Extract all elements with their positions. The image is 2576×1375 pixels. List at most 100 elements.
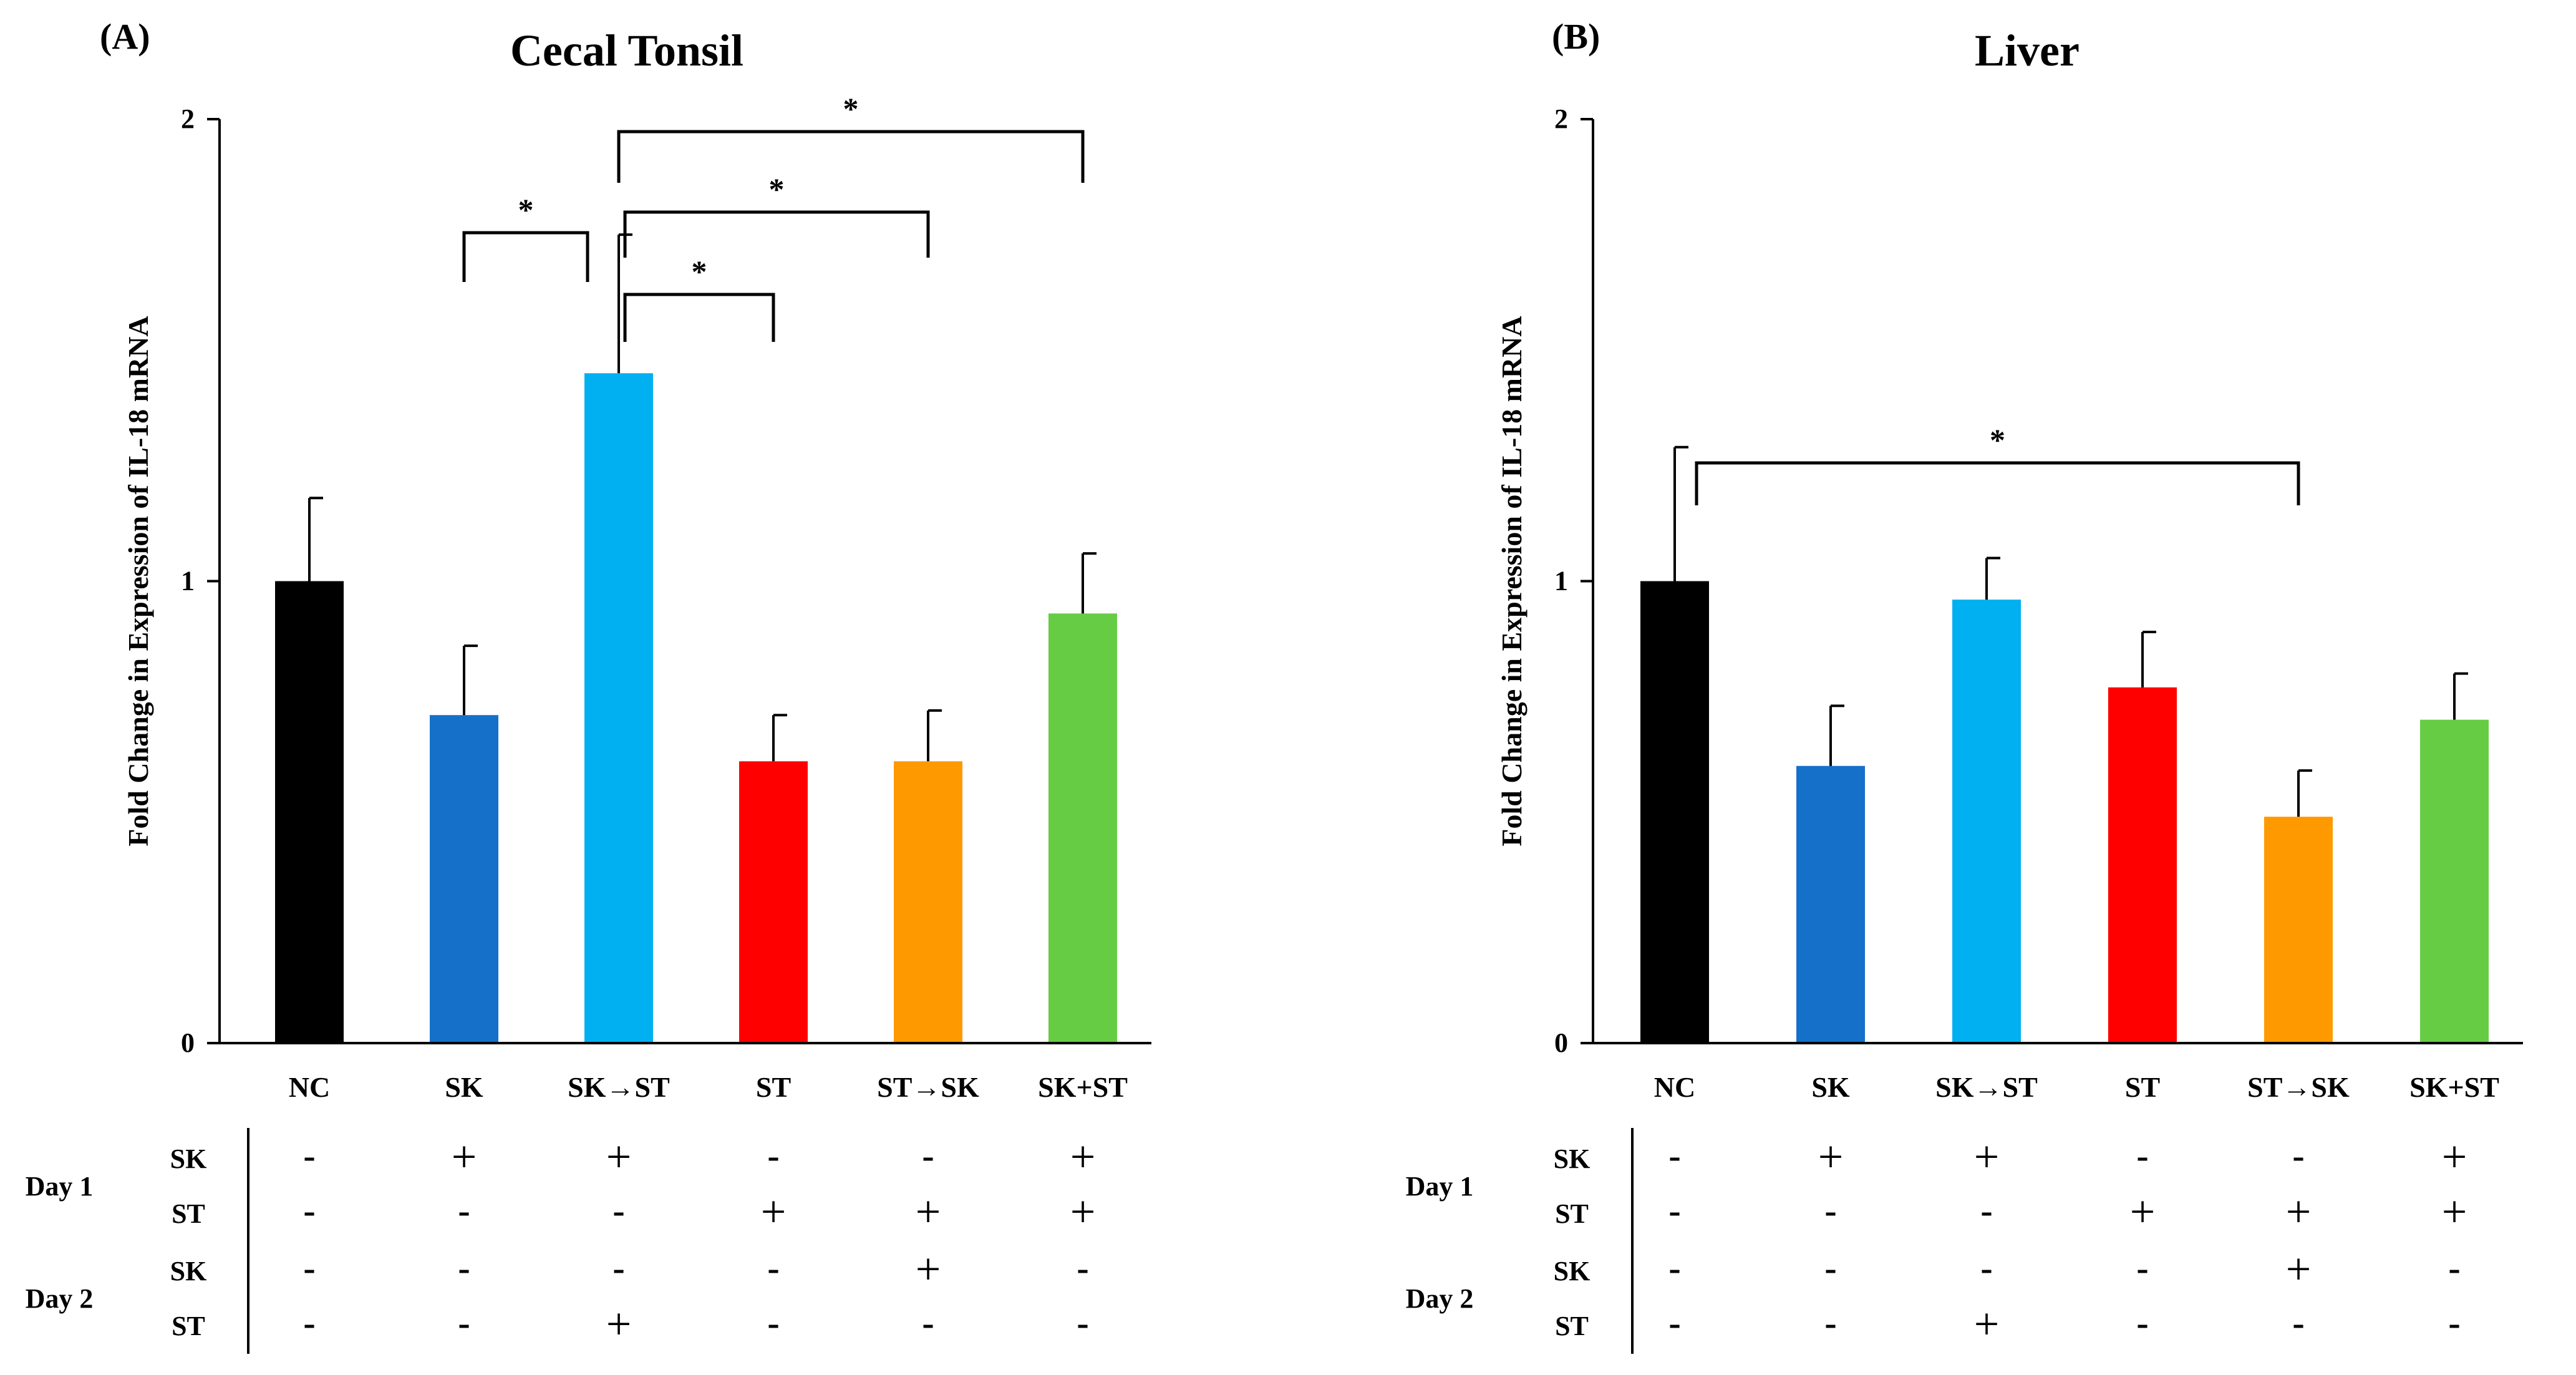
treatment-cell: - — [1980, 1190, 1992, 1231]
treatment-cell: - — [1824, 1248, 1836, 1288]
row-label-sk: SK — [170, 1144, 207, 1174]
significance-star: * — [518, 192, 534, 227]
treatment-cell: + — [1974, 1299, 2000, 1349]
treatment-cell: + — [916, 1244, 941, 1294]
row-label-sk: SK — [1554, 1256, 1591, 1286]
y-tick-label-2: 2 — [181, 104, 195, 134]
treatment-cell: - — [1668, 1135, 1680, 1176]
y-tick-label-0: 0 — [181, 1028, 195, 1058]
treatment-cell: - — [2136, 1303, 2148, 1343]
treatment-cell: + — [761, 1187, 787, 1237]
row-label-sk: SK — [1554, 1144, 1591, 1174]
x-tick-label-sk-to-st: SK→ST — [1935, 1071, 2038, 1103]
treatment-cell: - — [458, 1303, 470, 1343]
treatment-cell: - — [922, 1135, 934, 1176]
day-label-day-1: Day 1 — [1406, 1171, 1474, 1202]
x-tick-label-st: ST — [756, 1071, 791, 1103]
y-tick-label-1: 1 — [1554, 566, 1568, 596]
y-tick-label-1: 1 — [181, 566, 195, 596]
bar-sk — [1796, 765, 1865, 1043]
bar-st-to-sk — [2264, 817, 2333, 1043]
bar-nc — [275, 581, 344, 1043]
bar-sk-plus-st — [1048, 613, 1117, 1043]
day-label-day-2: Day 2 — [26, 1283, 94, 1314]
bar-sk — [430, 715, 498, 1043]
bars — [275, 233, 1117, 1043]
y-tick-label-2: 2 — [1554, 104, 1568, 134]
treatment-cell: + — [606, 1299, 632, 1349]
bar-sk-to-st — [584, 373, 653, 1043]
treatment-cell: - — [1668, 1303, 1680, 1343]
treatment-cell: + — [2286, 1244, 2312, 1294]
x-tick-label-sk-to-st: SK→ST — [568, 1071, 670, 1103]
x-tick-label-st: ST — [2125, 1071, 2160, 1103]
treatment-cell: - — [2292, 1303, 2304, 1343]
treatment-cell: - — [303, 1190, 315, 1231]
significance-bracket — [623, 210, 930, 258]
chart-title: Cecal Tonsil — [510, 26, 743, 75]
significance-star: * — [843, 91, 859, 126]
row-label-st: ST — [1555, 1198, 1589, 1229]
y-axis-label: Fold Change in Expression of IL-18 mRNA — [1496, 316, 1528, 846]
bar-sk-to-st — [1952, 600, 2021, 1043]
x-tick-label-sk-plus-st: SK+ST — [1038, 1071, 1128, 1103]
treatment-cell: + — [916, 1187, 941, 1237]
row-label-st: ST — [1555, 1311, 1589, 1341]
treatment-cell: + — [1818, 1132, 1844, 1182]
treatment-cell: + — [1070, 1132, 1096, 1182]
treatment-cell: + — [2442, 1187, 2467, 1237]
significance-bracket — [623, 293, 775, 342]
treatment-cell: - — [458, 1248, 470, 1288]
x-tick-label-nc: NC — [1654, 1071, 1695, 1103]
treatment-cell: + — [2286, 1187, 2312, 1237]
treatment-cell: - — [303, 1303, 315, 1343]
row-label-st: ST — [172, 1198, 205, 1229]
y-axis-label: Fold Change in Expression of IL-18 mRNA — [122, 316, 154, 846]
treatment-cell: - — [613, 1190, 624, 1231]
x-tick-label-st-to-sk: ST→SK — [2247, 1071, 2350, 1103]
significance-bracket — [1695, 461, 2300, 505]
bars — [1640, 445, 2489, 1043]
bar-st — [739, 761, 808, 1043]
treatment-cell: - — [458, 1190, 470, 1231]
treatment-cell: + — [2442, 1132, 2467, 1182]
treatment-cell: + — [1070, 1187, 1096, 1237]
panel-a: (A) Cecal Tonsil Fold Change in Expression… — [26, 16, 1151, 1354]
treatment-cell: - — [922, 1303, 934, 1343]
panel-b: (B) Liver Fold Change in Expression of IL-… — [1406, 16, 2523, 1354]
bar-nc — [1640, 581, 1709, 1043]
treatment-cell: + — [606, 1132, 632, 1182]
treatment-cell: - — [767, 1248, 779, 1288]
treatment-cell: - — [613, 1248, 624, 1288]
treatment-cell: - — [1824, 1190, 1836, 1231]
treatment-cell: - — [2136, 1135, 2148, 1176]
panel-label: (A) — [100, 16, 150, 57]
treatment-cell: - — [1668, 1248, 1680, 1288]
panel-label: (B) — [1552, 16, 1600, 57]
treatment-table: SK - + + - - +ST - - - + + +SK - - - - + -ST - - + - - -Day 1Day… — [1406, 1128, 2467, 1354]
treatment-cell: - — [303, 1135, 315, 1176]
treatment-cell: - — [1824, 1303, 1836, 1343]
bar-st — [2108, 687, 2177, 1043]
treatment-cell: - — [1668, 1190, 1680, 1231]
treatment-cell: - — [2136, 1248, 2148, 1288]
row-label-st: ST — [172, 1311, 205, 1341]
bar-st-to-sk — [894, 761, 962, 1043]
row-label-sk: SK — [170, 1256, 207, 1286]
treatment-cell: - — [2448, 1303, 2460, 1343]
significance-bracket — [617, 130, 1085, 183]
treatment-cell: + — [1974, 1132, 2000, 1182]
day-label-day-2: Day 2 — [1406, 1283, 1474, 1314]
significance-star: * — [692, 254, 707, 289]
significance-star: * — [1990, 422, 2005, 457]
treatment-cell: - — [767, 1303, 779, 1343]
x-tick-label-sk: SK — [1811, 1071, 1850, 1103]
x-tick-label-st-to-sk: ST→SK — [877, 1071, 979, 1103]
y-tick-label-0: 0 — [1554, 1028, 1568, 1058]
day-label-day-1: Day 1 — [26, 1171, 94, 1202]
treatment-cell: - — [1980, 1248, 1992, 1288]
treatment-cell: - — [2292, 1135, 2304, 1176]
treatment-cell: - — [2448, 1248, 2460, 1288]
x-tick-label-sk-plus-st: SK+ST — [2409, 1071, 2499, 1103]
